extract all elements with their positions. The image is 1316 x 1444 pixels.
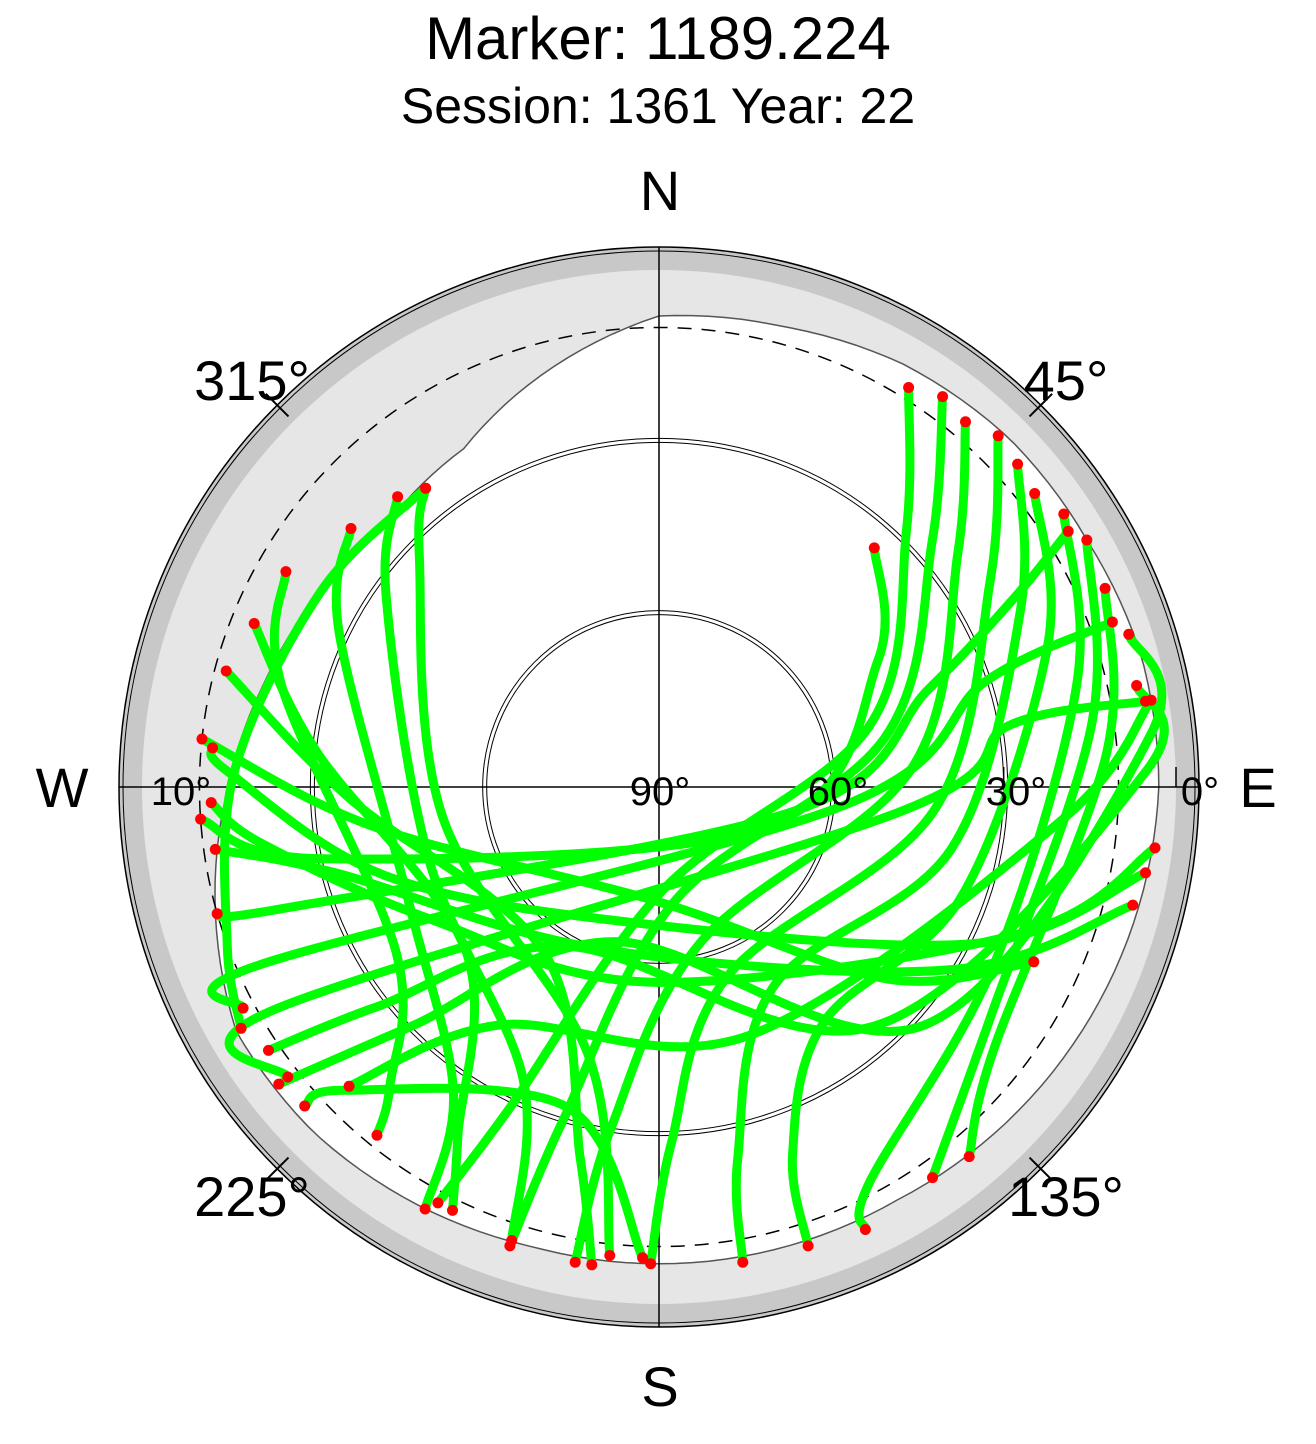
track-end-point — [343, 1080, 355, 1092]
elevation-tick-label: 10° — [151, 770, 212, 814]
track-end-point — [868, 542, 880, 554]
track-start-point — [420, 482, 432, 494]
track-start-point — [248, 618, 260, 629]
satellite-track-1 — [433, 383, 915, 1208]
azimuth-tick-label: 315° — [194, 349, 310, 412]
track-end-point — [263, 1044, 274, 1056]
elevation-tick-label: 0° — [1181, 770, 1219, 814]
satellite-track-4 — [646, 431, 1003, 1269]
azimuth-tick — [1028, 393, 1053, 418]
endpoints-layer — [195, 382, 1161, 1271]
track-start-point — [960, 416, 971, 428]
satellite-track-22 — [221, 666, 597, 1270]
track-end-point — [1140, 695, 1151, 707]
track-start-point — [196, 733, 208, 745]
track-end-point — [1106, 616, 1118, 628]
track-end-point — [205, 797, 217, 809]
track-start-point — [903, 382, 915, 393]
track-end-point — [569, 1256, 581, 1268]
track-end-point — [1028, 956, 1040, 968]
tracks-layer — [196, 383, 1169, 1270]
elevation-tick-label: 30° — [986, 770, 1047, 814]
satellite-track-21 — [249, 619, 480, 1215]
satellite-track-14 — [206, 743, 1150, 950]
track-end-point — [207, 742, 219, 754]
track-start-point — [1149, 842, 1161, 854]
azimuth-tick — [265, 1156, 290, 1181]
azimuth-tick — [265, 393, 290, 418]
track-start-point — [1012, 458, 1024, 470]
satellite-track-27 — [224, 696, 1150, 1082]
satellite-track-5 — [731, 459, 1030, 1267]
compass-label-west: W — [36, 756, 89, 819]
labels-layer: N E S W 45° 135° 225° 315° 0° 30° 60° 90… — [36, 159, 1277, 1418]
satellite-track-15 — [210, 844, 1138, 977]
track-start-point — [211, 908, 223, 920]
track-start-point — [1140, 867, 1151, 879]
chart-subtitle: Session: 1361 Year: 22 — [400, 78, 916, 134]
track-end-point — [209, 843, 221, 855]
chart-title: Marker: 1189.224 — [425, 5, 891, 72]
satellite-track-23 — [197, 734, 1039, 986]
track-end-point — [963, 1151, 975, 1163]
track-end-point — [859, 1224, 871, 1235]
track-start-point — [1081, 534, 1093, 546]
track-start-point — [299, 1100, 311, 1112]
track-start-point — [937, 391, 949, 403]
satellite-track-12 — [344, 695, 1156, 1091]
compass-label-south: S — [641, 1355, 678, 1418]
track-end-point — [637, 1252, 649, 1264]
satellite-track-28 — [300, 1083, 648, 1263]
track-start-point — [195, 813, 207, 825]
satellite-track-6 — [787, 489, 1056, 1251]
track-end-point — [419, 1203, 431, 1215]
track-end-point — [604, 1250, 616, 1261]
grid-layer — [119, 247, 1199, 1327]
elevation-tick-label: 90° — [630, 770, 691, 814]
track-start-point — [392, 491, 404, 503]
track-start-point — [992, 430, 1004, 442]
track-end-point — [371, 1129, 383, 1141]
track-end-point — [737, 1256, 749, 1268]
track-start-point — [1058, 508, 1070, 520]
track-start-point — [1099, 582, 1111, 594]
track-start-point — [282, 1071, 294, 1083]
track-start-point — [237, 1002, 249, 1014]
track-end-point — [586, 1259, 598, 1271]
compass-label-north: N — [640, 159, 680, 222]
track-end-point — [802, 1240, 814, 1252]
satellite-track-24 — [196, 543, 890, 864]
track-end-point — [645, 1258, 657, 1270]
satellite-track-25 — [212, 526, 1073, 922]
track-end-point — [506, 1235, 518, 1246]
track-start-point — [220, 665, 232, 677]
satellite-track-26 — [207, 617, 1117, 1013]
track-end-point — [432, 1197, 444, 1209]
satellite-track-18 — [331, 524, 458, 1214]
track-start-point — [1123, 628, 1135, 640]
azimuth-tick-label: 225° — [194, 1165, 310, 1228]
azimuth-tick — [1028, 1156, 1053, 1181]
track-start-point — [1127, 899, 1139, 911]
track-end-point — [273, 1078, 285, 1090]
compass-label-east: E — [1239, 756, 1276, 819]
track-start-point — [280, 566, 292, 578]
azimuth-tick-label: 135° — [1008, 1165, 1124, 1228]
track-start-point — [345, 523, 357, 534]
track-start-point — [1131, 680, 1143, 691]
azimuth-tick-label: 45° — [1024, 349, 1109, 412]
track-end-point — [927, 1172, 938, 1184]
satellite-track-3 — [570, 417, 970, 1267]
track-end-point — [1062, 525, 1074, 537]
elevation-tick-label: 60° — [808, 770, 869, 814]
track-start-point — [1029, 488, 1041, 499]
track-end-point — [235, 1022, 247, 1034]
satellite-track-11 — [264, 681, 1169, 1055]
track-end-point — [447, 1204, 458, 1216]
